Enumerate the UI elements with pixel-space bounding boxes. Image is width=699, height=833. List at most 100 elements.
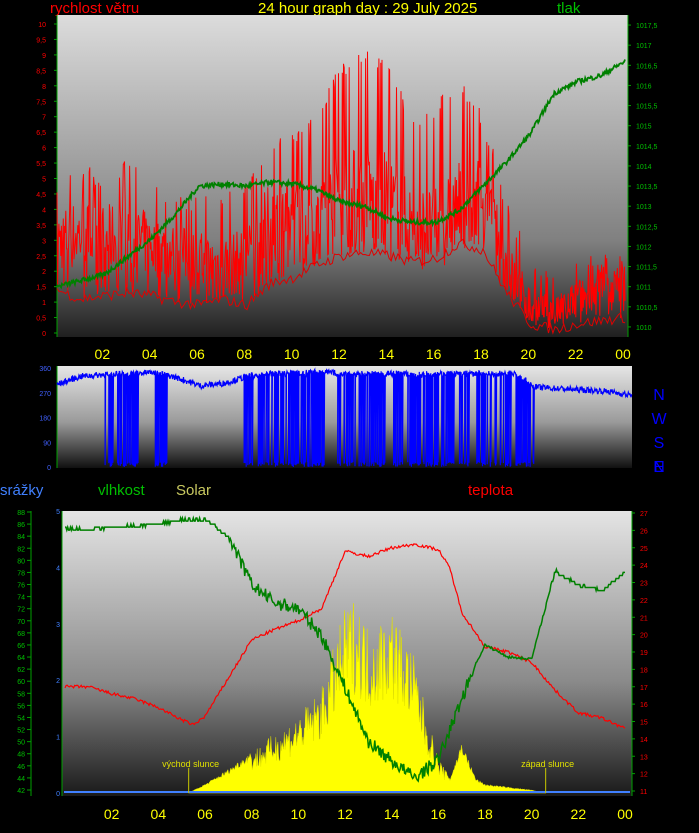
sunrise-label: východ slunce bbox=[162, 759, 219, 769]
humidity-tick-label: 56 bbox=[17, 703, 25, 710]
x-tick-label-bottom: 10 bbox=[291, 806, 307, 822]
humidity-tick-label: 82 bbox=[17, 546, 25, 553]
direction-tick-label: 270 bbox=[39, 391, 51, 398]
humidity-tick-label: 68 bbox=[17, 631, 25, 638]
wind-speed-label: rychlost větru bbox=[50, 0, 140, 17]
x-tick-label-bottom: 04 bbox=[151, 806, 167, 822]
x-tick-label: 04 bbox=[142, 346, 158, 362]
humidity-tick-label: 48 bbox=[17, 752, 25, 759]
temperature-tick-label: 13 bbox=[640, 754, 648, 761]
temperature-tick-label: 23 bbox=[640, 581, 648, 588]
temperature-line bbox=[64, 543, 626, 729]
pressure-tick-label: 1014,5 bbox=[636, 144, 658, 151]
wind-tick-label: 4,5 bbox=[36, 192, 46, 199]
humidity-tick-label: 86 bbox=[17, 522, 25, 529]
wind-tick-label: 2 bbox=[42, 269, 46, 276]
pressure-tick-label: 1017 bbox=[636, 43, 652, 50]
wind-tick-label: 3 bbox=[42, 238, 46, 245]
direction-tick-label: 0 bbox=[47, 465, 51, 472]
pressure-tick-label: 1012 bbox=[636, 244, 652, 251]
temperature-tick-label: 12 bbox=[640, 772, 648, 779]
x-tick-label: 08 bbox=[237, 346, 253, 362]
rain-tick-label: 4 bbox=[56, 565, 60, 572]
temperature-tick-label: 20 bbox=[640, 633, 648, 640]
temperature-tick-label: 11 bbox=[640, 789, 647, 796]
humidity-tick-label: 58 bbox=[17, 691, 25, 698]
wind-tick-label: 9 bbox=[42, 53, 46, 60]
wind-tick-label: 8 bbox=[42, 84, 46, 91]
pressure-tick-label: 1016,5 bbox=[636, 63, 658, 70]
temperature-tick-label: 21 bbox=[640, 615, 648, 622]
pressure-tick-label: 1013 bbox=[636, 204, 652, 211]
rain-label: srážky bbox=[0, 482, 44, 499]
pressure-tick-label: 1011,5 bbox=[636, 265, 657, 272]
humidity-tick-label: 50 bbox=[17, 740, 25, 747]
compass-label: S bbox=[654, 435, 665, 452]
humidity-tick-label: 64 bbox=[17, 655, 25, 662]
x-tick-label: 06 bbox=[189, 346, 205, 362]
wind-tick-label: 0 bbox=[42, 331, 46, 338]
chart-title: 24 hour graph day : 29 July 2025 bbox=[258, 0, 478, 17]
pressure-tick-label: 1015,5 bbox=[636, 104, 658, 111]
temperature-tick-label: 18 bbox=[640, 667, 648, 674]
wind-speed-min-line bbox=[56, 238, 626, 335]
humidity-tick-label: 70 bbox=[17, 619, 25, 626]
pressure-line bbox=[56, 59, 626, 290]
solar-area bbox=[188, 603, 546, 794]
pressure-tick-label: 1013,5 bbox=[636, 184, 658, 191]
x-tick-label: 20 bbox=[521, 346, 537, 362]
direction-tick-label: 180 bbox=[39, 416, 51, 423]
wind-tick-label: 9,5 bbox=[36, 37, 46, 44]
temperature-tick-label: 24 bbox=[640, 563, 648, 570]
sunset-label: západ slunce bbox=[521, 759, 574, 769]
temperature-tick-label: 14 bbox=[640, 737, 648, 744]
pressure-tick-label: 1010 bbox=[636, 325, 652, 332]
x-tick-label-bottom: 22 bbox=[571, 806, 587, 822]
rain-tick-label: 5 bbox=[56, 509, 60, 516]
pressure-tick-label: 1017,5 bbox=[636, 23, 658, 30]
wind-tick-label: 0,5 bbox=[36, 316, 46, 323]
compass-label: N bbox=[653, 387, 665, 404]
x-tick-label: 16 bbox=[426, 346, 442, 362]
x-tick-label-bottom: 16 bbox=[431, 806, 447, 822]
temperature-tick-label: 17 bbox=[640, 685, 648, 692]
direction-tick-label: 360 bbox=[39, 366, 51, 373]
compass-label: N bbox=[653, 459, 665, 476]
humidity-tick-label: 44 bbox=[17, 776, 25, 783]
temperature-tick-label: 15 bbox=[640, 720, 648, 727]
x-tick-label: 14 bbox=[379, 346, 395, 362]
rain-tick-label: 2 bbox=[56, 678, 60, 685]
rain-tick-label: 1 bbox=[56, 735, 60, 742]
x-tick-label: 18 bbox=[473, 346, 489, 362]
x-tick-label: 10 bbox=[284, 346, 300, 362]
pressure-tick-label: 1012,5 bbox=[636, 224, 658, 231]
humidity-tick-label: 46 bbox=[17, 764, 25, 771]
pressure-label: tlak bbox=[557, 0, 581, 17]
humidity-tick-label: 80 bbox=[17, 558, 25, 565]
x-tick-label-bottom: 20 bbox=[524, 806, 540, 822]
humidity-tick-label: 88 bbox=[17, 510, 25, 517]
humidity-tick-label: 84 bbox=[17, 534, 25, 541]
pressure-tick-label: 1011 bbox=[636, 285, 651, 292]
x-tick-label: 02 bbox=[95, 346, 111, 362]
wind-direction-line bbox=[56, 367, 633, 468]
compass-label: W bbox=[651, 411, 667, 428]
humidity-tick-label: 74 bbox=[17, 595, 25, 602]
humidity-tick-label: 78 bbox=[17, 570, 25, 577]
temperature-label: teplota bbox=[468, 482, 514, 499]
x-tick-label-bottom: 06 bbox=[197, 806, 213, 822]
wind-tick-label: 4 bbox=[42, 207, 46, 214]
temperature-tick-label: 25 bbox=[640, 546, 648, 553]
pressure-tick-label: 1016 bbox=[636, 83, 652, 90]
wind-tick-label: 2,5 bbox=[36, 254, 46, 261]
x-tick-label-bottom: 00 bbox=[617, 806, 633, 822]
pressure-tick-label: 1010,5 bbox=[636, 305, 658, 312]
wind-tick-label: 5,5 bbox=[36, 161, 46, 168]
wind-tick-label: 7 bbox=[42, 115, 46, 122]
humidity-tick-label: 54 bbox=[17, 715, 25, 722]
x-tick-label-bottom: 02 bbox=[104, 806, 120, 822]
rain-tick-label: 3 bbox=[56, 622, 60, 629]
humidity-tick-label: 66 bbox=[17, 643, 25, 650]
x-tick-label-bottom: 08 bbox=[244, 806, 260, 822]
